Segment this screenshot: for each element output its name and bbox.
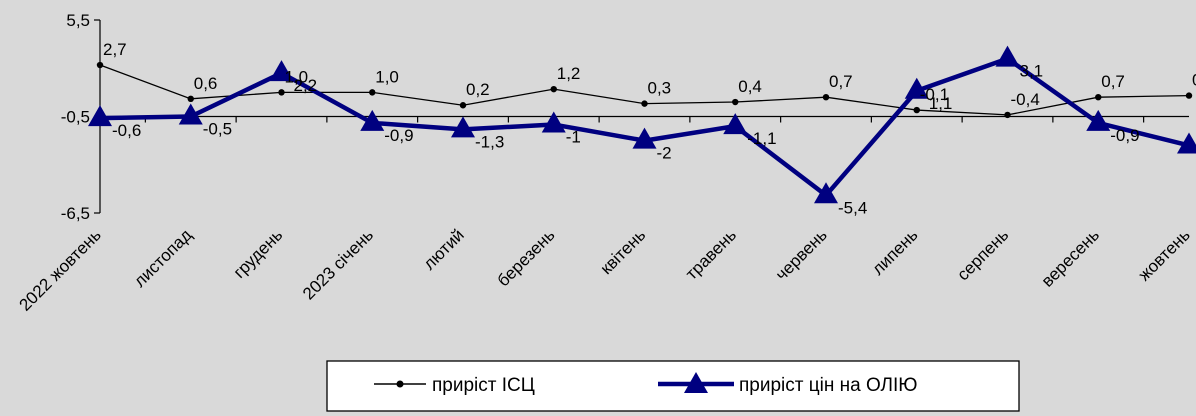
x-tick-label: листопад: [130, 225, 195, 290]
category-labels: 2022 жовтень листопад грудень 2023 січень лю…: [16, 225, 1194, 314]
x-tick-label: липень: [868, 225, 921, 278]
x-tick-label: квітень: [597, 225, 650, 278]
legend-cpi-marker: [396, 380, 404, 388]
cpi-point: [187, 95, 194, 103]
legend-oil-marker: [684, 372, 708, 393]
legend: приріст ІСЦ приріст цін на ОЛІЮ: [326, 360, 1020, 412]
oil-data-label: 1,1: [929, 94, 953, 113]
oil-data-label: 2,2: [294, 76, 318, 95]
cpi-data-label: 0,3: [648, 79, 672, 98]
oil-point: [904, 77, 929, 99]
cpi-data-label: 0,7: [1101, 72, 1125, 91]
oil-point: [723, 113, 748, 135]
cpi-point: [1095, 94, 1102, 101]
cpi-data-label: -0,4: [1011, 90, 1040, 109]
oil-point: [360, 109, 385, 131]
cpi-series: [96, 61, 1193, 119]
x-tick-label: лютий: [420, 225, 468, 273]
cpi-point: [550, 85, 557, 93]
cpi-data-label: 1,0: [285, 67, 309, 86]
oil-data-label: -1,3: [475, 132, 504, 151]
oil-price-series: [88, 45, 1196, 204]
oil-point: [995, 45, 1020, 67]
x-tick-label: серпень: [953, 225, 1012, 284]
oil-point: [1177, 132, 1196, 154]
oil-data-label: -0,9: [384, 126, 413, 145]
cpi-point: [913, 106, 920, 114]
cpi-point: [459, 102, 467, 109]
x-tick-label: 2022 жовтень: [16, 225, 105, 314]
oil-point: [632, 127, 657, 149]
oil-data-label: -1,1: [747, 129, 776, 148]
x-tick-label: травень: [682, 225, 740, 283]
oil-point: [1086, 109, 1111, 131]
cpi-point: [96, 61, 104, 69]
cpi-data-label: 1,2: [557, 64, 581, 83]
oil-point: [88, 105, 112, 127]
cpi-point: [1185, 92, 1193, 99]
oil-data-label: -2: [657, 144, 672, 163]
x-tick-label: грудень: [230, 225, 287, 282]
x-tick-label: березень: [494, 225, 559, 290]
cpi-point: [822, 94, 830, 101]
cpi-data-label: 0,6: [194, 74, 218, 93]
oil-point: [451, 116, 475, 138]
cpi-data-label: -0,1: [920, 85, 949, 104]
x-tick-label: червень: [772, 225, 831, 284]
legend-oil-label: приріст цін на ОЛІЮ: [739, 375, 917, 396]
cpi-point: [732, 98, 739, 106]
x-tick-label: жовтень: [1135, 225, 1194, 284]
x-tick-label: 2023 січень: [299, 225, 377, 303]
y-tick-label: 5,5: [66, 11, 90, 30]
cpi-data-label: 0,8: [1192, 71, 1196, 90]
data-labels: 2,7 0,6 1,0 1,0 0,2 1,2 0,3 0,4 0,7 -0,1 -0,4 0,7 0,…: [103, 40, 1196, 217]
cpi-data-label: 1,0: [375, 67, 399, 86]
y-tick-label: -6,5: [61, 204, 90, 223]
x-tick-label: вересень: [1038, 225, 1103, 290]
oil-point: [814, 182, 838, 204]
oil-point: [541, 111, 566, 133]
cpi-point: [641, 100, 648, 107]
cpi-data-label: 0,2: [466, 80, 490, 99]
oil-point: [269, 60, 294, 82]
oil-data-label: -1: [566, 128, 581, 147]
cpi-data-label: 2,7: [103, 40, 127, 59]
cpi-point: [369, 89, 376, 96]
cpi-data-label: 0,4: [738, 77, 762, 96]
oil-data-label: -0,5: [203, 120, 232, 139]
oil-data-label: -0,6: [112, 121, 141, 140]
cpi-point: [1004, 111, 1011, 119]
cpi-point: [278, 89, 285, 96]
oil-data-label: 3,1: [1020, 62, 1044, 81]
oil-data-label: -0,9: [1110, 126, 1139, 145]
axes: 5,5 -0,5 -6,5: [61, 11, 1189, 223]
cpi-data-label: 0,7: [829, 72, 853, 91]
oil-data-label: -5,4: [838, 198, 867, 217]
oil-point: [178, 103, 203, 125]
legend-cpi-label: приріст ІСЦ: [432, 375, 535, 396]
y-tick-label: -0,5: [61, 108, 90, 127]
